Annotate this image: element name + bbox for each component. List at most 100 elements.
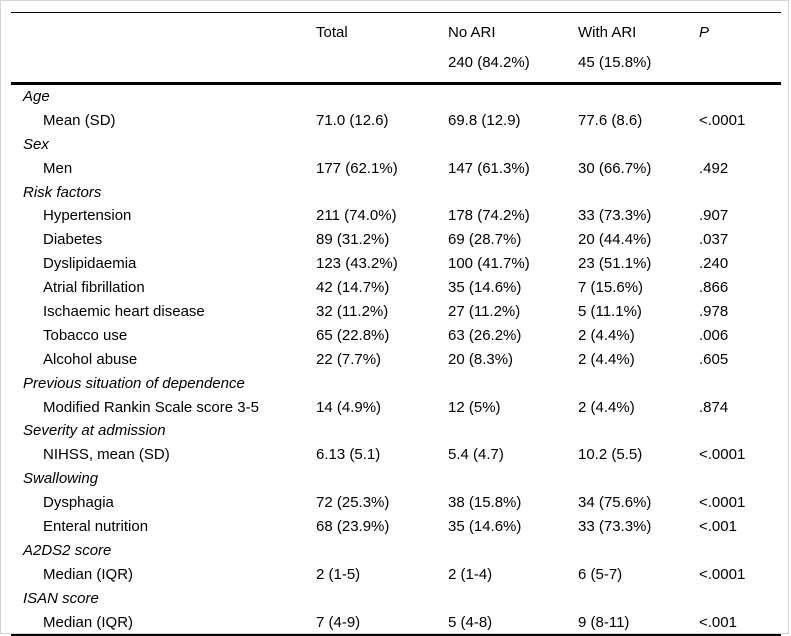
no-ari-value: 100 (41.7%) xyxy=(448,255,530,273)
table-row: Diabetes 89 (31.2%) 69 (28.7%) 20 (44.4%) .0… xyxy=(11,228,781,252)
row-label: Median (IQR) xyxy=(43,613,134,631)
table-row: Median (IQR) 7 (4-9) 5 (4-8) 9 (8-11) <.001 xyxy=(11,611,781,636)
with-ari-value: 10.2 (5.5) xyxy=(578,446,643,464)
table-row: Dyslipidaemia 123 (43.2%) 100 (41.7%) 23 (5… xyxy=(11,252,781,276)
row-label: Tobacco use xyxy=(43,326,128,344)
with-ari-value: 2 (4.4%) xyxy=(578,326,635,344)
subheader-p-empty xyxy=(699,48,781,84)
p-value: .006 xyxy=(699,326,729,344)
p-value: .978 xyxy=(699,302,729,320)
with-ari-value: 2 (4.4%) xyxy=(578,398,635,416)
no-ari-value: 69.8 (12.9) xyxy=(448,111,521,129)
total-value: 211 (74.0%) xyxy=(316,207,397,225)
row-label: Diabetes xyxy=(43,231,103,249)
header-total: Total xyxy=(316,23,348,41)
p-value: <.0001 xyxy=(699,111,746,129)
with-ari-value: 77.6 (8.6) xyxy=(578,111,643,129)
with-ari-value: 9 (8-11) xyxy=(578,613,630,631)
section-row: Previous situation of dependence xyxy=(11,372,781,396)
section-label: Risk factors xyxy=(23,183,102,201)
section-label: Severity at admission xyxy=(23,422,166,440)
section-label: Sex xyxy=(23,135,49,153)
with-ari-value: 30 (66.7%) xyxy=(578,159,652,177)
subheader-empty-cell xyxy=(11,48,316,84)
with-ari-value: 23 (51.1%) xyxy=(578,255,652,273)
no-ari-value: 178 (74.2%) xyxy=(448,207,530,225)
total-value: 72 (25.3%) xyxy=(316,494,390,512)
table-row: Tobacco use 65 (22.8%) 63 (26.2%) 2 (4.4%).… xyxy=(11,324,781,348)
row-label: NIHSS, mean (SD) xyxy=(43,446,170,464)
p-value: .492 xyxy=(699,159,729,177)
section-row: Severity at admission xyxy=(11,419,781,443)
total-value: 42 (14.7%) xyxy=(316,279,390,297)
row-label: Atrial fibrillation xyxy=(43,279,145,297)
section-label: Age xyxy=(23,87,50,105)
row-label: Alcohol abuse xyxy=(43,350,138,368)
no-ari-value: 2 (1-4) xyxy=(448,565,493,583)
section-label: Previous situation of dependence xyxy=(23,374,245,392)
no-ari-value: 5.4 (4.7) xyxy=(448,446,504,464)
header-empty-cell xyxy=(11,13,316,49)
no-ari-value: 38 (15.8%) xyxy=(448,494,522,512)
header-no-ari: No ARI xyxy=(448,23,496,41)
p-value: .240 xyxy=(699,255,729,273)
baseline-characteristics-table: Total No ARI With ARI P 240 (84.2%) 45 (… xyxy=(11,12,781,636)
no-ari-value: 27 (11.2%) xyxy=(448,302,521,320)
p-value: .037 xyxy=(699,231,729,249)
no-ari-value: 147 (61.3%) xyxy=(448,159,530,177)
subheader-row: 240 (84.2%) 45 (15.8%) xyxy=(11,48,781,84)
table-row: Alcohol abuse 22 (7.7%) 20 (8.3%) 2 (4.4%).… xyxy=(11,348,781,372)
with-ari-value: 2 (4.4%) xyxy=(578,350,635,368)
header-with-ari: With ARI xyxy=(578,23,637,41)
p-value: .605 xyxy=(699,350,729,368)
section-row: ISAN score xyxy=(11,587,781,611)
total-value: 68 (23.9%) xyxy=(316,517,390,535)
total-value: 2 (1-5) xyxy=(316,565,361,583)
row-label: Dyslipidaemia xyxy=(43,255,137,273)
total-value: 89 (31.2%) xyxy=(316,231,390,249)
total-value: 32 (11.2%) xyxy=(316,302,389,320)
row-label: Dysphagia xyxy=(43,494,114,512)
p-value: .866 xyxy=(699,279,729,297)
section-row: Sex xyxy=(11,133,781,157)
with-ari-value: 20 (44.4%) xyxy=(578,231,652,249)
no-ari-value: 35 (14.6%) xyxy=(448,279,522,297)
total-value: 177 (62.1%) xyxy=(316,159,398,177)
total-value: 14 (4.9%) xyxy=(316,398,382,416)
table-row: NIHSS, mean (SD) 6.13 (5.1) 5.4 (4.7) 10.2 … xyxy=(11,443,781,467)
section-label: Swallowing xyxy=(23,470,99,488)
section-label: A2DS2 score xyxy=(23,541,112,559)
total-value: 65 (22.8%) xyxy=(316,326,390,344)
row-label: Ischaemic heart disease xyxy=(43,302,205,320)
section-row: Age xyxy=(11,84,781,109)
no-ari-value: 69 (28.7%) xyxy=(448,231,522,249)
no-ari-value: 63 (26.2%) xyxy=(448,326,522,344)
table-row: Ischaemic heart disease 32 (11.2%) 27 (11.… xyxy=(11,300,781,324)
table-row: Modified Rankin Scale score 3-5 14 (4.9%)… xyxy=(11,396,781,420)
section-label: ISAN score xyxy=(23,589,99,607)
table-row: Dysphagia 72 (25.3%) 38 (15.8%) 34 (75.6%) <… xyxy=(11,491,781,515)
with-ari-value: 5 (11.1%) xyxy=(578,302,642,320)
table-row: Enteral nutrition 68 (23.9%) 35 (14.6%) 33 … xyxy=(11,515,781,539)
total-value: 6.13 (5.1) xyxy=(316,446,381,464)
with-ari-value: 7 (15.6%) xyxy=(578,279,644,297)
subheader-with-ari-n: 45 (15.8%) xyxy=(578,53,652,71)
p-value: <.001 xyxy=(699,613,737,631)
row-label: Mean (SD) xyxy=(43,111,116,129)
p-value: .874 xyxy=(699,398,729,416)
row-label: Men xyxy=(43,159,73,177)
no-ari-value: 35 (14.6%) xyxy=(448,517,522,535)
total-value: 123 (43.2%) xyxy=(316,255,398,273)
with-ari-value: 6 (5-7) xyxy=(578,565,623,583)
p-value: <.001 xyxy=(699,517,737,535)
table-row: Hypertension 211 (74.0%) 178 (74.2%) 33 (73… xyxy=(11,204,781,228)
table-row: Atrial fibrillation 42 (14.7%) 35 (14.6%) 7… xyxy=(11,276,781,300)
no-ari-value: 5 (4-8) xyxy=(448,613,493,631)
total-value: 22 (7.7%) xyxy=(316,350,382,368)
section-row: Swallowing xyxy=(11,467,781,491)
no-ari-value: 12 (5%) xyxy=(448,398,501,416)
total-value: 7 (4-9) xyxy=(316,613,361,631)
table-row: Men 177 (62.1%) 147 (61.3%) 30 (66.7%) .492 xyxy=(11,157,781,181)
table-row: Median (IQR) 2 (1-5) 2 (1-4) 6 (5-7) <.0001 xyxy=(11,563,781,587)
row-label: Enteral nutrition xyxy=(43,517,149,535)
